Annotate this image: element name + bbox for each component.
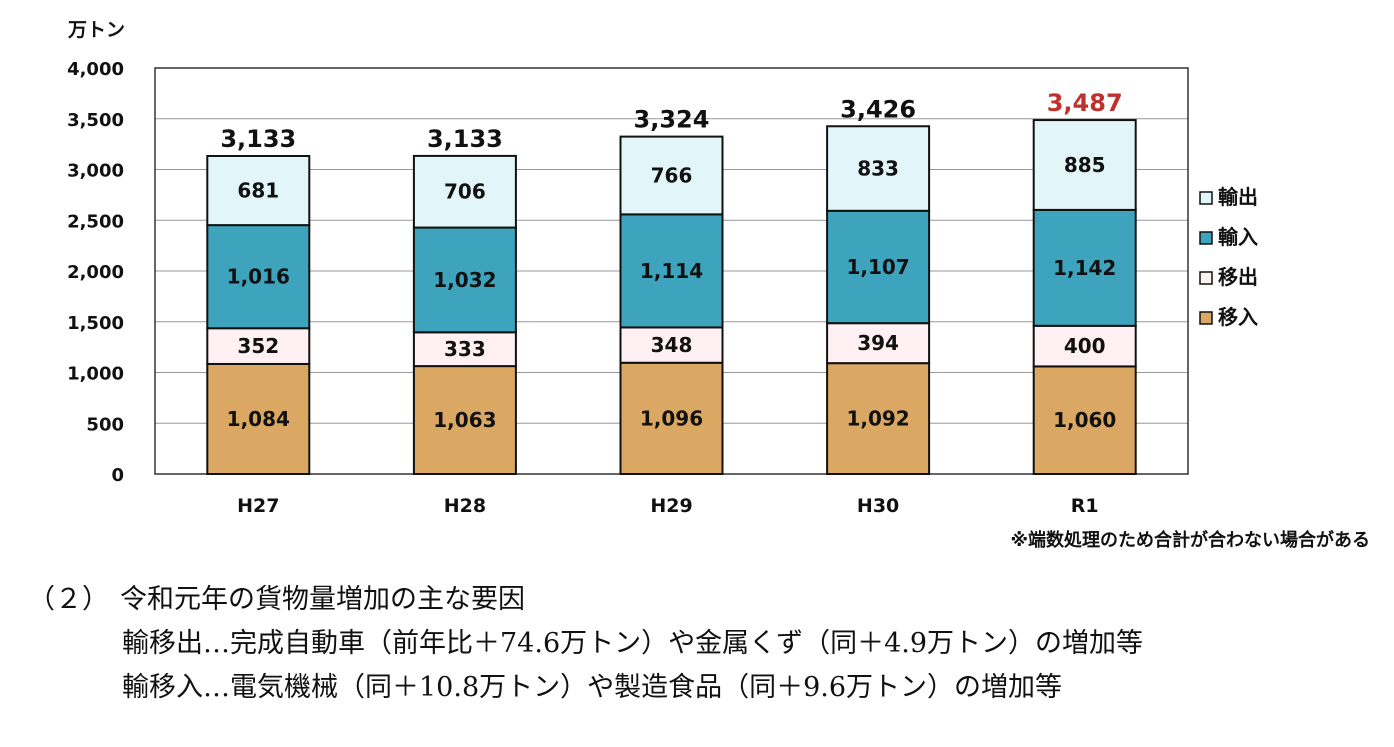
legend-label: 移出: [1218, 265, 1258, 289]
section-heading: （２） 令和元年の貨物量増加の主な要因: [28, 578, 1368, 622]
bars: 1,084 352 1,016 681 3,133 1,063 333 1,032 706 3,1…: [206, 89, 1137, 476]
section-number: （２）: [28, 584, 109, 615]
bar-total-label: 3,133: [220, 125, 296, 153]
legend-swatch: [1199, 191, 1213, 205]
segment-value-label: 766: [651, 163, 693, 187]
bar-total-label: 3,133: [427, 125, 503, 153]
legend-item: 移入: [1199, 305, 1258, 329]
x-axis: H27 H28 H29 H30 R1: [237, 495, 1099, 517]
segment-value-label: 1,060: [1053, 408, 1116, 432]
segment-value-label: 333: [444, 337, 486, 361]
y-tick-label: 1,000: [67, 364, 124, 385]
y-tick-label: 500: [86, 414, 124, 435]
y-tick-label: 4,000: [67, 59, 124, 80]
legend-swatch: [1199, 231, 1213, 245]
import-factors-line: 輸移入…電気機械（同＋10.8万トン）や製造食品（同＋9.6万トン）の増加等: [122, 672, 1063, 703]
y-tick-label: 1,500: [67, 313, 124, 334]
bar-segment: [619, 135, 724, 216]
y-tick-label: 2,000: [67, 262, 124, 283]
bar-segment: [206, 155, 311, 227]
export-factors-line: 輸移出…完成自動車（前年比＋74.6万トン）や金属くず（同＋4.9万トン）の増加…: [122, 628, 1144, 659]
segment-value-label: 1,107: [846, 255, 909, 279]
bar-segment: [412, 154, 517, 229]
bar-segment: [412, 331, 517, 368]
segment-value-label: 1,114: [640, 259, 703, 283]
bar-stack: 1,092 394 1,107 833 3,426: [826, 95, 931, 475]
segment-value-label: 348: [651, 333, 693, 357]
y-axis: 0 500 1,000 1,500 2,000 2,500 3,000 3,500 4,000: [67, 59, 124, 486]
segment-value-label: 681: [237, 179, 279, 203]
bar-stack: 1,084 352 1,016 681 3,133: [206, 125, 311, 475]
bar-segment: [619, 326, 724, 364]
segment-value-label: 1,096: [640, 406, 703, 430]
x-category-label: H29: [650, 495, 692, 517]
bar-segment: [1032, 324, 1137, 368]
segment-value-label: 1,032: [433, 268, 496, 292]
stacked-bar-chart: 万トン 0 500 1,000 1,500 2,000 2,500 3,000 3,500 4,…: [67, 19, 1371, 551]
segment-value-label: 400: [1064, 334, 1106, 358]
legend-item: 輸入: [1199, 225, 1258, 249]
y-tick-label: 2,500: [67, 211, 124, 232]
legend-item: 輸出: [1199, 185, 1258, 209]
bar-total-label: 3,487: [1047, 89, 1123, 117]
bar-segment: [826, 209, 931, 325]
bar-segment: [1032, 119, 1137, 211]
x-category-label: H27: [237, 495, 279, 517]
segment-value-label: 833: [857, 157, 899, 181]
segment-value-label: 1,063: [433, 408, 496, 432]
legend-label: 輸入: [1218, 225, 1258, 249]
y-tick-label: 3,000: [67, 161, 124, 182]
segment-value-label: 885: [1064, 153, 1106, 177]
bar-segment: [412, 365, 517, 475]
bar-stack: 1,096 348 1,114 766 3,324: [619, 106, 724, 476]
legend-label: 移入: [1218, 305, 1258, 329]
bar-segment: [619, 213, 724, 329]
legend-swatch: [1199, 311, 1213, 325]
bar-segment: [826, 322, 931, 365]
segment-value-label: 1,016: [227, 265, 290, 289]
segment-value-label: 1,142: [1053, 256, 1116, 280]
bar-segment: [206, 362, 311, 475]
text-block: （２） 令和元年の貨物量増加の主な要因 輸移出…完成自動車（前年比＋74.6万トン…: [28, 578, 1368, 710]
y-tick-label: 0: [111, 465, 124, 486]
legend-swatch: [1199, 271, 1213, 285]
section-title: 令和元年の貨物量増加の主な要因: [120, 584, 525, 615]
x-category-label: R1: [1071, 495, 1099, 517]
segment-value-label: 352: [237, 334, 279, 358]
segment-value-label: 1,084: [227, 407, 290, 431]
bar-segment: [206, 224, 311, 330]
bar-total-label: 3,426: [840, 95, 916, 123]
bar-segment: [1032, 208, 1137, 327]
bar-total-label: 3,324: [634, 106, 710, 134]
rounding-note: ※端数処理のため合計が合わない場合がある: [1011, 529, 1371, 551]
segment-value-label: 706: [444, 180, 486, 204]
legend-item: 移出: [1199, 265, 1258, 289]
x-category-label: H28: [444, 495, 486, 517]
bar-stack: 1,063 333 1,032 706 3,133: [412, 125, 517, 475]
bar-segment: [1032, 365, 1137, 475]
segment-value-label: 394: [857, 331, 899, 355]
x-category-label: H30: [857, 495, 899, 517]
bar-segment: [412, 226, 517, 334]
bar-segment: [826, 125, 931, 212]
legend-label: 輸出: [1218, 185, 1258, 209]
y-unit-label: 万トン: [67, 19, 125, 41]
segment-value-label: 1,092: [846, 407, 909, 431]
y-tick-label: 3,500: [67, 110, 124, 131]
bar-stack: 1,060 400 1,142 885 3,487: [1032, 89, 1137, 475]
